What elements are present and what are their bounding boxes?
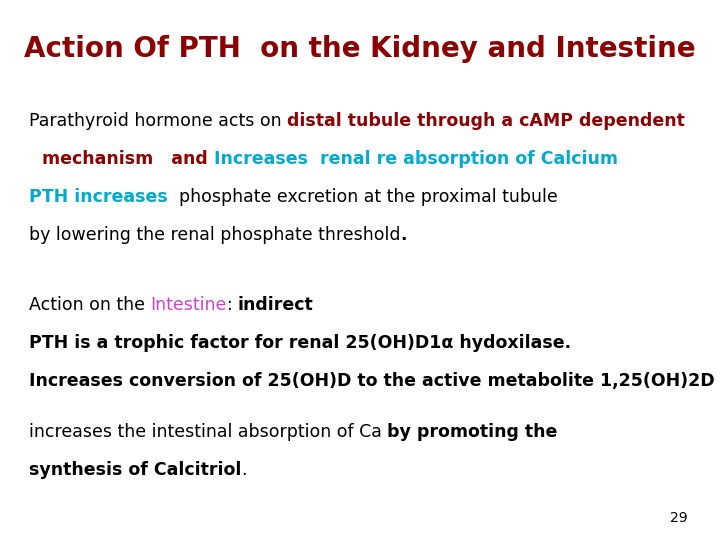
Text: .: . (400, 226, 407, 244)
Text: 29: 29 (670, 511, 688, 525)
Text: mechanism   and: mechanism and (36, 150, 214, 168)
Text: increases the intestinal absorption of Ca: increases the intestinal absorption of C… (29, 423, 387, 441)
Text: Parathyroid hormone acts on: Parathyroid hormone acts on (29, 112, 287, 131)
Text: .: . (241, 461, 247, 479)
Text: Action Of PTH  on the Kidney and Intestine: Action Of PTH on the Kidney and Intestin… (24, 35, 696, 63)
Text: Action on the: Action on the (29, 296, 150, 314)
Text: by promoting the: by promoting the (387, 423, 557, 441)
Text: PTH is a trophic factor for renal 25(OH)D1α hydoxilase.: PTH is a trophic factor for renal 25(OH)… (29, 334, 571, 352)
Text: Intestine: Intestine (150, 296, 227, 314)
Text: Increases  renal re absorption of Calcium: Increases renal re absorption of Calcium (214, 150, 618, 168)
Text: Increases conversion of 25(OH)D to the active metabolite 1,25(OH)2D: Increases conversion of 25(OH)D to the a… (29, 372, 714, 390)
Text: indirect: indirect (238, 296, 314, 314)
Text: distal tubule through a cAMP dependent: distal tubule through a cAMP dependent (287, 112, 685, 131)
Text: :: : (227, 296, 238, 314)
Text: synthesis of Calcitriol: synthesis of Calcitriol (29, 461, 241, 479)
Text: by lowering the renal phosphate threshold: by lowering the renal phosphate threshol… (29, 226, 400, 244)
Text: phosphate excretion at the proximal tubule: phosphate excretion at the proximal tubu… (168, 188, 557, 206)
Text: PTH increases: PTH increases (29, 188, 168, 206)
